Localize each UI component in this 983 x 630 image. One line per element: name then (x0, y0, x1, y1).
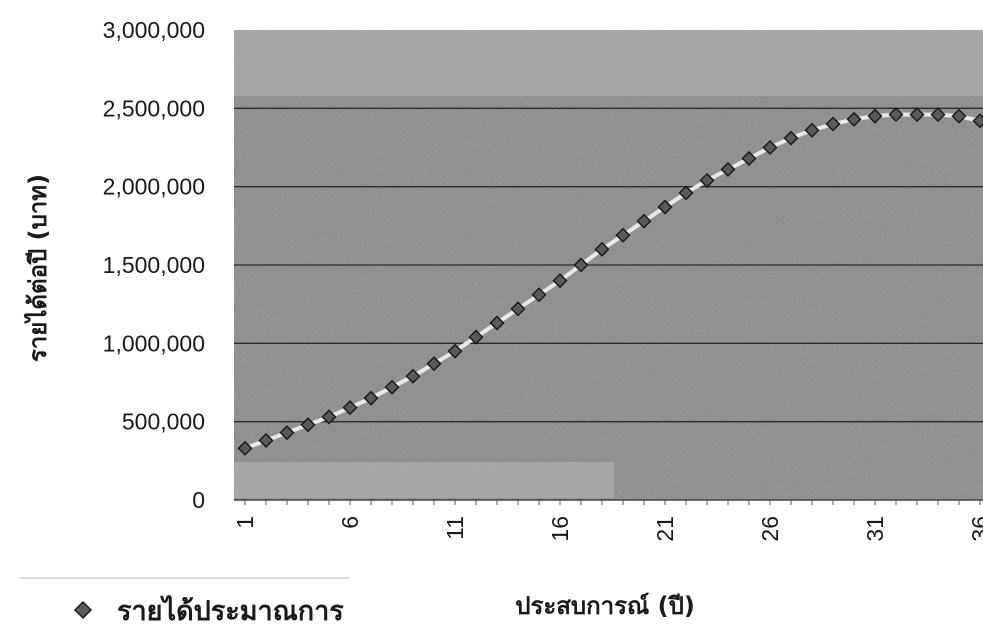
gridlines (234, 107, 983, 423)
data-point (405, 368, 421, 384)
data-point (468, 329, 484, 345)
data-point (972, 113, 983, 129)
data-point (762, 139, 778, 156)
data-point (846, 111, 862, 127)
x-tick-label: 1 (232, 516, 258, 529)
plot-bottom-band (234, 462, 614, 498)
data-point (531, 287, 547, 303)
data-point (321, 409, 337, 425)
x-tick-label: 21 (652, 516, 678, 542)
x-tick-label: 16 (547, 516, 573, 542)
data-point (678, 185, 694, 201)
x-tick-label: 6 (337, 516, 363, 529)
data-point (741, 150, 757, 167)
legend: รายได้ประมาณการ (20, 577, 350, 627)
y-tick-label: 2,500,000 (103, 95, 205, 121)
data-point (300, 417, 316, 433)
x-axis-title: ประสบการณ์ (ปี) (515, 592, 695, 620)
x-tick-label: 26 (757, 516, 783, 542)
y-tick-label: 3,000,000 (103, 17, 205, 43)
data-point (258, 432, 274, 449)
legend-label: รายได้ประมาณการ (117, 595, 344, 627)
x-axis-ticks: 1 6 11 16 21 26 31 36 (232, 500, 983, 542)
plot-top-band (234, 30, 983, 96)
data-point (384, 379, 400, 395)
data-point (930, 107, 946, 123)
data-point (237, 440, 253, 456)
data-point (804, 122, 820, 138)
data-point (573, 257, 589, 273)
y-tick-label: 0 (192, 487, 205, 513)
data-point (720, 161, 736, 177)
data-point (447, 343, 463, 359)
data-point (552, 273, 568, 289)
legend-marker-diamond-icon (73, 600, 93, 620)
data-point (699, 172, 715, 188)
data-point (636, 213, 652, 229)
y-axis-title: รายได้ต่อปี (บาท) (23, 174, 52, 362)
data-point (426, 356, 442, 372)
data-point (279, 425, 295, 441)
data-point (951, 108, 967, 124)
data-point (783, 130, 799, 146)
data-point (510, 301, 526, 317)
x-tick-label: 31 (862, 516, 888, 542)
data-point (888, 107, 904, 123)
y-tick-label: 500,000 (122, 409, 205, 435)
y-axis-tick-labels: 0 500,000 1,000,000 1,500,000 2,000,000 2,500… (103, 17, 205, 513)
data-point (867, 108, 883, 124)
y-tick-label: 1,500,000 (103, 252, 205, 278)
y-tick-label: 2,000,000 (103, 174, 205, 200)
data-point (825, 116, 841, 132)
data-point (342, 400, 358, 416)
data-point (363, 390, 379, 406)
data-point (594, 241, 610, 257)
x-tick-label: 11 (442, 516, 468, 540)
x-tick-label: 36 (967, 516, 983, 542)
data-point (657, 199, 673, 215)
data-point (909, 107, 925, 123)
data-point (489, 315, 505, 331)
y-tick-label: 1,000,000 (103, 330, 205, 356)
data-point (615, 227, 631, 243)
series-estimated-income (237, 107, 983, 456)
